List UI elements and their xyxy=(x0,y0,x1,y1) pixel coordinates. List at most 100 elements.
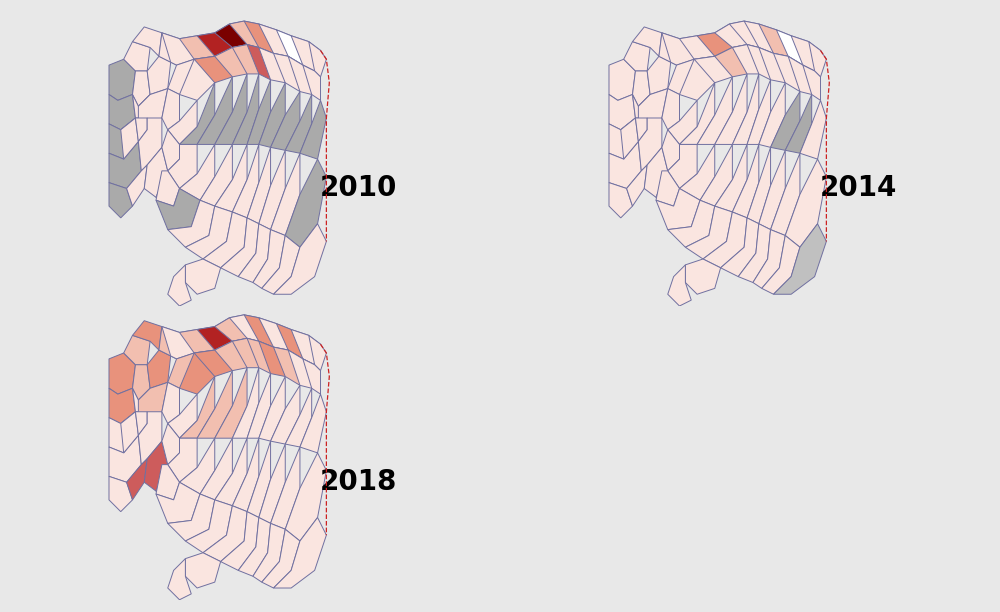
Polygon shape xyxy=(232,45,259,74)
Polygon shape xyxy=(109,59,135,100)
Polygon shape xyxy=(168,200,215,247)
Polygon shape xyxy=(715,21,747,48)
Polygon shape xyxy=(168,494,215,541)
Polygon shape xyxy=(162,327,197,359)
Polygon shape xyxy=(656,171,679,206)
Polygon shape xyxy=(659,33,679,65)
Polygon shape xyxy=(121,412,138,453)
Polygon shape xyxy=(179,83,215,144)
Polygon shape xyxy=(124,335,150,365)
Polygon shape xyxy=(194,48,232,83)
Polygon shape xyxy=(179,327,215,353)
Polygon shape xyxy=(291,329,321,365)
Polygon shape xyxy=(697,24,732,56)
Polygon shape xyxy=(662,89,679,130)
Polygon shape xyxy=(721,218,759,277)
Polygon shape xyxy=(259,341,288,376)
Polygon shape xyxy=(276,30,309,65)
Polygon shape xyxy=(197,24,232,56)
Polygon shape xyxy=(197,77,232,144)
Polygon shape xyxy=(662,130,679,171)
Polygon shape xyxy=(168,265,191,306)
Polygon shape xyxy=(715,45,747,77)
Text: 2014: 2014 xyxy=(820,174,897,203)
Polygon shape xyxy=(776,30,809,65)
Polygon shape xyxy=(179,438,215,494)
Polygon shape xyxy=(785,94,812,153)
Polygon shape xyxy=(638,118,662,171)
Polygon shape xyxy=(109,435,141,482)
Polygon shape xyxy=(244,21,276,53)
Polygon shape xyxy=(109,476,132,512)
Text: 2010: 2010 xyxy=(320,174,397,203)
Polygon shape xyxy=(247,441,271,518)
Polygon shape xyxy=(679,33,715,59)
Polygon shape xyxy=(747,45,774,80)
Polygon shape xyxy=(668,144,697,188)
Polygon shape xyxy=(144,441,168,491)
Polygon shape xyxy=(168,438,197,482)
Polygon shape xyxy=(232,438,259,512)
Polygon shape xyxy=(156,159,185,206)
Polygon shape xyxy=(132,365,150,400)
Polygon shape xyxy=(197,318,232,350)
Polygon shape xyxy=(215,45,247,77)
Polygon shape xyxy=(609,118,638,159)
Polygon shape xyxy=(309,42,326,77)
Polygon shape xyxy=(303,65,321,100)
Polygon shape xyxy=(632,27,662,56)
Polygon shape xyxy=(288,56,315,94)
Polygon shape xyxy=(271,153,300,236)
Polygon shape xyxy=(747,80,771,144)
Polygon shape xyxy=(156,482,200,523)
Polygon shape xyxy=(244,315,276,347)
Polygon shape xyxy=(774,224,826,294)
Polygon shape xyxy=(644,147,668,197)
Polygon shape xyxy=(168,100,197,144)
Polygon shape xyxy=(132,94,150,118)
Polygon shape xyxy=(703,212,747,268)
Polygon shape xyxy=(138,118,162,171)
Polygon shape xyxy=(215,21,247,48)
Polygon shape xyxy=(259,48,288,83)
Polygon shape xyxy=(159,33,179,65)
Polygon shape xyxy=(259,83,285,147)
Polygon shape xyxy=(215,74,247,144)
Polygon shape xyxy=(259,151,285,230)
Polygon shape xyxy=(635,118,647,141)
Polygon shape xyxy=(138,382,168,424)
Polygon shape xyxy=(109,388,135,424)
Polygon shape xyxy=(162,130,179,171)
Polygon shape xyxy=(774,53,803,92)
Polygon shape xyxy=(759,48,788,83)
Polygon shape xyxy=(156,465,179,500)
Polygon shape xyxy=(679,144,715,200)
Polygon shape xyxy=(715,74,747,144)
Polygon shape xyxy=(253,230,285,288)
Polygon shape xyxy=(232,368,259,438)
Polygon shape xyxy=(247,80,271,144)
Polygon shape xyxy=(124,42,150,71)
Polygon shape xyxy=(285,159,326,247)
Polygon shape xyxy=(238,224,271,283)
Polygon shape xyxy=(274,347,303,386)
Polygon shape xyxy=(303,359,321,394)
Polygon shape xyxy=(135,118,147,141)
Polygon shape xyxy=(685,206,732,259)
Polygon shape xyxy=(162,33,197,65)
Polygon shape xyxy=(138,89,168,130)
Polygon shape xyxy=(132,27,162,56)
Polygon shape xyxy=(109,353,135,394)
Polygon shape xyxy=(638,89,668,130)
Polygon shape xyxy=(732,74,759,144)
Polygon shape xyxy=(162,382,179,424)
Polygon shape xyxy=(159,327,179,359)
Polygon shape xyxy=(732,45,759,74)
Polygon shape xyxy=(156,453,185,500)
Polygon shape xyxy=(609,141,641,188)
Polygon shape xyxy=(271,92,300,151)
Polygon shape xyxy=(668,59,697,94)
Polygon shape xyxy=(771,92,800,151)
Polygon shape xyxy=(185,553,221,588)
Polygon shape xyxy=(679,83,715,144)
